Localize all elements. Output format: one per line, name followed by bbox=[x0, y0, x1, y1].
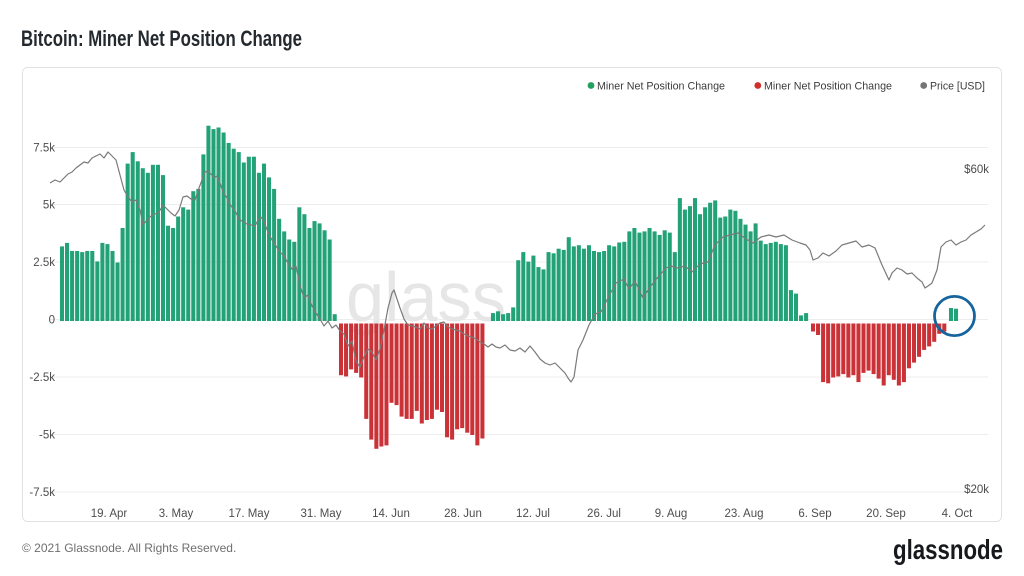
svg-text:Miner Net Position Change: Miner Net Position Change bbox=[764, 81, 892, 93]
svg-text:$60k: $60k bbox=[964, 164, 989, 176]
svg-text:Bitcoin: Miner Net Position Ch: Bitcoin: Miner Net Position Change bbox=[21, 26, 302, 51]
svg-text:19. Apr: 19. Apr bbox=[91, 508, 128, 520]
svg-text:2.5k: 2.5k bbox=[33, 257, 55, 269]
svg-text:7.5k: 7.5k bbox=[33, 142, 55, 154]
svg-text:26. Jul: 26. Jul bbox=[587, 508, 621, 520]
svg-text:-5k: -5k bbox=[39, 429, 55, 441]
svg-text:4. Oct: 4. Oct bbox=[942, 508, 973, 520]
svg-text:glass: glass bbox=[346, 258, 506, 336]
svg-text:23. Aug: 23. Aug bbox=[724, 508, 763, 520]
svg-text:© 2021 Glassnode. All Rights R: © 2021 Glassnode. All Rights Reserved. bbox=[22, 541, 236, 555]
svg-text:0: 0 bbox=[49, 314, 55, 326]
svg-text:-7.5k: -7.5k bbox=[29, 487, 55, 499]
svg-text:glassnode: glassnode bbox=[893, 534, 1003, 565]
svg-text:3. May: 3. May bbox=[159, 508, 194, 520]
svg-text:Price [USD]: Price [USD] bbox=[930, 81, 985, 93]
svg-text:6. Sep: 6. Sep bbox=[798, 508, 831, 520]
svg-text:5k: 5k bbox=[43, 199, 55, 211]
svg-text:-2.5k: -2.5k bbox=[29, 372, 55, 384]
svg-text:17. May: 17. May bbox=[229, 508, 270, 520]
svg-text:14. Jun: 14. Jun bbox=[372, 508, 410, 520]
svg-text:Miner Net Position Change: Miner Net Position Change bbox=[597, 81, 725, 93]
svg-text:28. Jun: 28. Jun bbox=[444, 508, 482, 520]
svg-text:$20k: $20k bbox=[964, 484, 989, 496]
svg-text:12. Jul: 12. Jul bbox=[516, 508, 550, 520]
svg-text:20. Sep: 20. Sep bbox=[866, 508, 906, 520]
svg-text:31. May: 31. May bbox=[301, 508, 342, 520]
svg-text:9. Aug: 9. Aug bbox=[655, 508, 688, 520]
